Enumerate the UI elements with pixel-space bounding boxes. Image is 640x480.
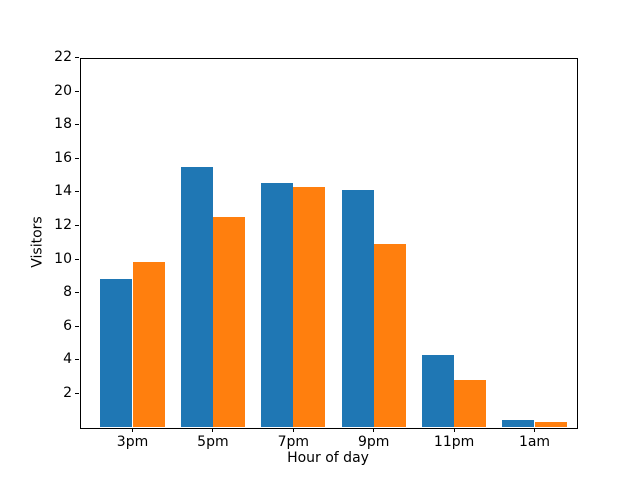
bar-3pm-series2 bbox=[132, 262, 165, 427]
bar-11pm-series2 bbox=[454, 379, 487, 427]
bar-5pm-series2 bbox=[212, 217, 246, 427]
x-axis-label: Hour of day bbox=[287, 450, 369, 466]
y-tick-mark bbox=[75, 258, 79, 260]
y-tick-label: 2 bbox=[63, 384, 72, 401]
y-tick-label: 4 bbox=[63, 351, 72, 368]
x-tick-label: 3pm bbox=[116, 434, 149, 450]
x-tick-mark bbox=[373, 428, 375, 432]
bar-9pm-series2 bbox=[373, 243, 406, 427]
y-tick-mark bbox=[75, 359, 79, 361]
x-tick-mark bbox=[453, 428, 455, 432]
x-tick-mark bbox=[534, 428, 535, 432]
y-tick-mark bbox=[75, 325, 79, 327]
y-tick-label: 6 bbox=[63, 317, 72, 334]
y-tick-mark bbox=[75, 191, 79, 193]
x-tick-mark bbox=[132, 428, 133, 432]
bar-11pm-series1 bbox=[421, 354, 455, 427]
bar-1am-series1 bbox=[502, 420, 535, 427]
bar-7pm-series2 bbox=[293, 186, 326, 427]
y-tick-mark bbox=[75, 124, 79, 126]
bar-7pm-series1 bbox=[261, 183, 294, 427]
y-tick-mark bbox=[75, 292, 79, 294]
x-tick-label: 9pm bbox=[357, 434, 390, 450]
y-tick-label: 20 bbox=[54, 82, 72, 99]
y-tick-mark bbox=[75, 90, 79, 92]
y-tick-mark bbox=[75, 224, 79, 226]
y-tick-label: 22 bbox=[54, 49, 72, 65]
x-tick-label: 11pm bbox=[433, 434, 475, 450]
y-tick-label: 10 bbox=[54, 250, 72, 267]
bar-9pm-series1 bbox=[341, 190, 374, 427]
x-tick-mark bbox=[292, 428, 294, 432]
y-tick-label: 8 bbox=[63, 284, 72, 301]
bar-3pm-series1 bbox=[100, 279, 133, 427]
y-axis-label: Visitors bbox=[29, 216, 46, 268]
x-tick-mark bbox=[212, 428, 214, 432]
bar-5pm-series1 bbox=[180, 166, 213, 427]
y-tick-mark bbox=[75, 392, 79, 394]
y-tick-mark bbox=[75, 57, 79, 58]
bar-1am-series2 bbox=[534, 421, 567, 427]
x-tick-label: 5pm bbox=[197, 434, 229, 450]
y-tick-label: 12 bbox=[54, 216, 72, 233]
y-tick-label: 14 bbox=[54, 183, 72, 200]
y-tick-label: 18 bbox=[54, 116, 72, 133]
x-tick-label: 7pm bbox=[277, 434, 310, 450]
y-tick-label: 16 bbox=[54, 149, 72, 166]
y-tick-mark bbox=[75, 157, 79, 159]
x-tick-label: 1am bbox=[518, 434, 551, 450]
